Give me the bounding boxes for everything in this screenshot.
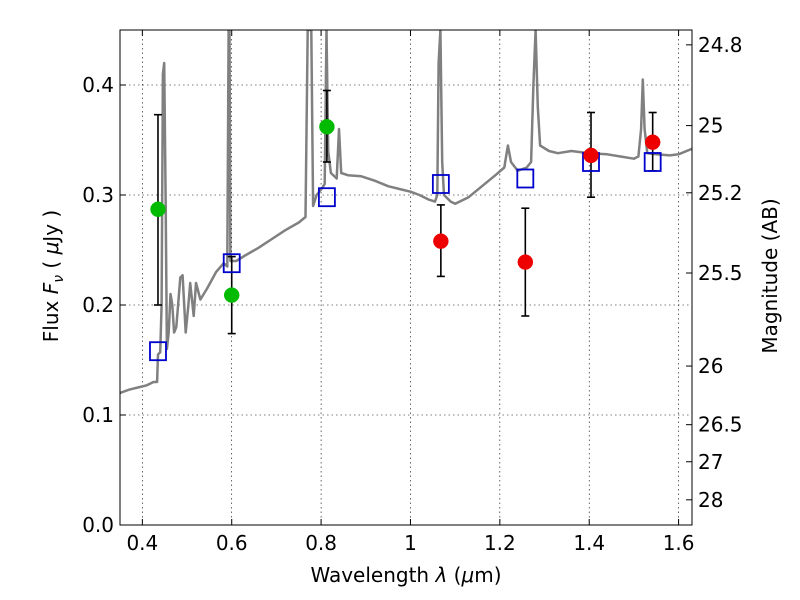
y-tick-label: 0.2 (82, 293, 114, 317)
model-point (431, 174, 450, 194)
x-tick-label: 0.8 (305, 531, 337, 555)
y-axis-label: Flux Fν ( μJy ) (39, 210, 67, 342)
x-tick-label: 0.4 (126, 531, 158, 555)
grid-lines (120, 30, 692, 526)
observed-point (517, 254, 534, 270)
x-axis-label: Wavelength λ (μm) (310, 563, 501, 587)
x-tick-label: 1.4 (573, 531, 605, 555)
x-tick-label: 1.6 (663, 531, 695, 555)
model-point (516, 168, 535, 189)
right-tick-label: 26 (698, 354, 723, 378)
y-tick-label: 0.3 (82, 183, 114, 207)
right-tick-label: 25.5 (698, 261, 743, 285)
observed-point (319, 119, 335, 135)
model-point (149, 341, 167, 362)
axis-tick-labels: 0.4 0.6 0.8 1 1.2 1.4 1.6 0.0 0.1 0.2 0.3 0.4 24.8 25… (82, 33, 742, 555)
observed-point (583, 147, 599, 164)
plot-area (120, 30, 692, 395)
right-tick-label: 28 (698, 488, 723, 512)
x-tick-label: 1.2 (484, 531, 516, 555)
plot-frame (119, 29, 693, 526)
axis-ticks (120, 30, 692, 526)
sed-model-line (120, 30, 692, 395)
observed-point (433, 233, 449, 249)
y-tick-label: 0.4 (82, 73, 114, 97)
right-tick-label: 27 (698, 450, 723, 474)
observed-point (644, 134, 661, 150)
x-tick-label: 0.6 (216, 531, 248, 555)
series-group (120, 30, 692, 395)
observed-point (223, 287, 240, 303)
observed-point (150, 201, 166, 218)
y-tick-label: 0.1 (82, 403, 114, 427)
right-tick-label: 25.2 (698, 181, 743, 205)
right-tick-label: 26.5 (698, 413, 743, 437)
right-tick-label: 25 (698, 114, 723, 138)
x-tick-label: 1 (404, 531, 417, 555)
model-point (318, 187, 336, 208)
right-tick-label: 24.8 (698, 33, 743, 57)
y-tick-label: 0.0 (82, 513, 114, 537)
right-axis-label: Magnitude (AB) (758, 198, 782, 353)
model-point (222, 253, 241, 274)
model-point (643, 152, 662, 172)
